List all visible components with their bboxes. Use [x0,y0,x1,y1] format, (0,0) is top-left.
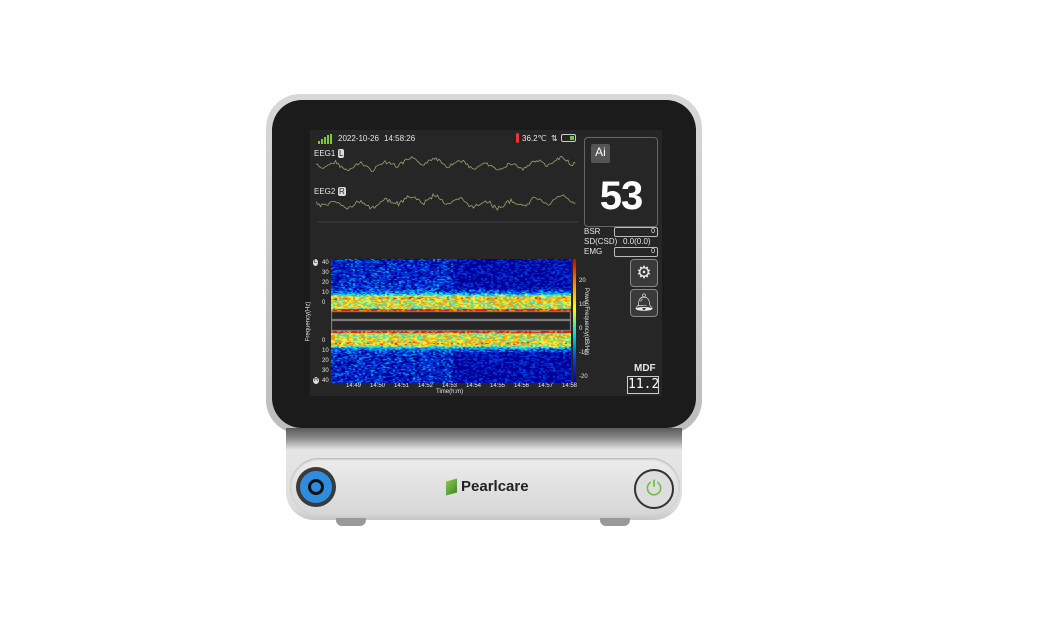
x-axis-label: Time(h:m) [436,389,464,395]
y-tick: 30 [322,270,329,276]
y-tick: 10 [322,348,329,354]
power-button[interactable]: ⏻ [634,469,674,509]
x-tick: 14:56 [514,383,530,389]
colorbar [573,259,576,383]
x-tick: 14:58 [562,383,578,389]
y-tick: 20 [322,358,329,364]
emg-label: EMG [584,247,603,256]
x-tick: 14:52 [418,383,434,389]
eeg1-wave [316,155,576,173]
bsr-label: BSR [584,227,601,236]
y-tick: 10 [322,290,329,296]
bell-icon: 🔔︎ [633,293,655,312]
x-tick: 14:55 [490,383,506,389]
status-date: 2022-10-26 [338,134,379,143]
spectrogram-bottom-badge: R [313,377,320,384]
temperature: 36.2℃ [522,134,547,143]
emg-value: 0 [614,247,658,257]
y-tick: 20 [322,280,329,286]
mdf-value: 11.2 [627,376,660,394]
y-tick: 0 [322,300,326,306]
sensor-connector[interactable] [296,467,336,507]
colorbar-tick: 10 [579,302,586,308]
x-tick: 14:53 [442,383,458,389]
gear-icon: ⚙ [636,263,652,282]
y-axis-label: Frequency(Hz) [305,301,312,342]
x-tick: 14:49 [346,383,362,389]
brand-logo: Pearlcare [446,478,529,495]
x-tick: 14:57 [538,383,554,389]
x-tick: 14:50 [370,383,386,389]
colorbar-label: Power/Frequency(dB/Hz) [583,287,590,356]
index-value: 53 [599,174,644,218]
settings-button[interactable]: ⚙ [630,259,658,287]
mdf-label: MDF [634,363,656,374]
colorbar-tick: 20 [579,278,586,284]
battery-icon [561,134,576,142]
power-icon: ⏻ [646,477,662,500]
spectrogram-top-badge: L [313,259,319,266]
monitor-screen: 2022-10-26 14:58:26 36.2℃ ⇅ EEG1 L EEG2 … [305,130,662,396]
thermometer-icon [516,133,519,143]
transfer-icon: ⇅ [551,134,558,143]
eeg2-label: EEG2 [314,187,336,196]
colorbar-tick: -20 [579,374,588,380]
front-panel [290,458,680,516]
eeg1-badge: L [338,149,345,158]
sd-value: 0.0(0.0) [623,237,651,246]
colorbar-tick: -10 [579,350,588,356]
alarm-button[interactable]: 🔔︎ [630,289,658,317]
right-foot [600,518,630,526]
sd-label: SD(CSD) [584,237,618,246]
y-tick: 30 [322,368,329,374]
colorbar-tick: 0 [579,326,583,332]
y-tick: 40 [322,378,329,384]
logo-mark-icon [446,478,457,495]
y-tick: 0 [322,338,326,344]
ai-badge: Ai [591,144,610,163]
x-tick: 14:54 [466,383,482,389]
index-panel: Ai 53 [584,137,658,227]
y-tick: 40 [322,260,329,266]
eeg-waveforms [316,155,578,223]
status-time: 14:58:26 [384,134,416,143]
spectrogram [331,259,571,383]
eeg2-badge: R [338,187,346,196]
left-foot [336,518,366,526]
eeg1-label: EEG1 [314,149,336,158]
eeg2-wave [316,193,576,211]
signal-bars-icon [318,134,332,144]
bsr-value: 0 [614,227,658,237]
brand-name: Pearlcare [461,478,529,495]
x-tick: 14:51 [394,383,410,389]
